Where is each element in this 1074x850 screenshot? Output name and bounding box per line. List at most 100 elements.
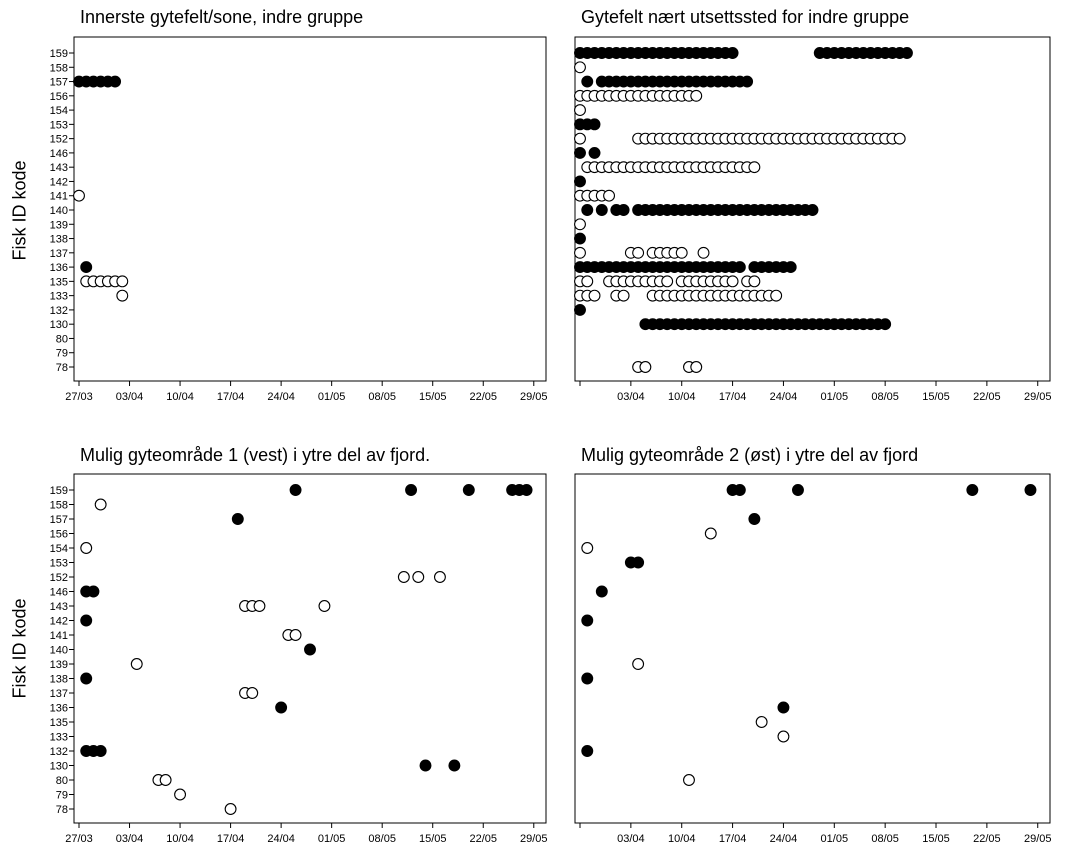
x-tick-label: 10/04	[166, 833, 194, 845]
data-point-filled	[966, 484, 979, 496]
plot-frame	[73, 473, 547, 824]
y-tick-label: 154	[50, 543, 68, 555]
y-tick-label: 138	[50, 234, 68, 246]
y-tick-label: 157	[50, 514, 68, 526]
data-point-open	[574, 104, 586, 117]
data-point-filled	[879, 318, 892, 331]
data-point-filled	[792, 484, 804, 496]
y-tick-label: 137	[50, 688, 68, 700]
y-tick-label: 159	[50, 48, 68, 60]
x-tick-label: 22/05	[469, 833, 497, 845]
x-tick-label: 15/05	[419, 391, 447, 403]
data-point-filled	[462, 484, 475, 496]
data-point-open	[617, 289, 630, 302]
data-point-filled	[617, 204, 630, 216]
y-tick-label: 153	[50, 119, 68, 131]
data-point-open	[704, 527, 717, 540]
y-tick-label: 78	[56, 804, 68, 816]
data-point-filled	[448, 759, 461, 772]
y-tick-label: 158	[50, 62, 68, 74]
y-tick-label: 158	[50, 500, 68, 512]
data-point-open	[690, 361, 703, 373]
x-tick-label: 03/04	[116, 391, 144, 403]
data-point-open	[159, 774, 172, 786]
data-point-open	[748, 161, 761, 174]
data-point-open	[748, 275, 761, 288]
data-point-filled	[748, 513, 761, 525]
y-tick-label: 136	[50, 703, 68, 715]
y-tick-label: 133	[50, 732, 68, 744]
y-tick-label: 141	[50, 191, 68, 203]
x-tick-label: 01/05	[821, 833, 849, 845]
data-point-filled	[588, 146, 601, 159]
data-point-filled	[87, 585, 100, 598]
x-tick-label: 17/04	[217, 391, 245, 403]
data-point-open	[683, 774, 695, 786]
x-tick-label: 03/04	[617, 833, 645, 845]
y-tick-label: 135	[50, 717, 68, 729]
plot-frame	[574, 473, 1051, 824]
x-tick-label: 15/05	[419, 833, 447, 845]
y-tick-label: 78	[56, 362, 68, 374]
y-tick-label: 139	[50, 659, 68, 671]
data-point-open	[632, 246, 645, 259]
data-point-open	[726, 275, 739, 288]
x-tick-label: 17/04	[217, 833, 245, 845]
x-tick-label: 10/04	[166, 391, 194, 403]
data-point-open	[80, 542, 93, 554]
y-tick-label: 152	[50, 572, 68, 584]
y-tick-label: 138	[50, 674, 68, 686]
y-tick-label: 140	[50, 205, 68, 217]
data-point-filled	[581, 614, 594, 627]
y-tick-label: 142	[50, 616, 68, 628]
x-tick-label: 22/05	[469, 391, 497, 403]
y-tick-label: 142	[50, 176, 68, 188]
x-tick-label: 22/05	[973, 833, 1001, 845]
data-point-open	[588, 289, 601, 302]
data-point-open	[639, 361, 652, 373]
data-point-open	[412, 571, 425, 583]
data-point-filled	[275, 701, 288, 714]
x-tick-label: 27/03	[65, 391, 93, 403]
data-point-open	[574, 132, 586, 145]
data-point-open	[581, 275, 594, 288]
data-point-open	[574, 246, 586, 259]
data-point-filled	[574, 303, 586, 316]
data-point-filled	[588, 118, 601, 131]
x-tick-label: 29/05	[520, 391, 548, 403]
data-point-filled	[80, 672, 93, 685]
x-tick-label: 24/04	[770, 391, 798, 403]
data-point-open	[94, 498, 107, 511]
y-tick-label: 159	[50, 485, 68, 497]
x-tick-label: 01/05	[318, 833, 346, 845]
data-point-filled	[94, 745, 107, 757]
data-point-open	[397, 571, 410, 583]
x-tick-label: 03/04	[116, 833, 144, 845]
y-tick-label: 80	[56, 775, 68, 787]
y-tick-label: 146	[50, 587, 68, 599]
data-point-filled	[900, 47, 913, 59]
data-point-open	[755, 716, 768, 728]
x-tick-label: 15/05	[922, 391, 950, 403]
data-point-open	[253, 600, 266, 612]
data-point-filled	[581, 672, 594, 685]
y-tick-label: 79	[56, 348, 68, 360]
x-tick-label: 10/04	[668, 833, 696, 845]
data-point-open	[116, 275, 129, 288]
data-point-open	[433, 571, 446, 583]
x-tick-label: 08/05	[368, 833, 396, 845]
data-point-filled	[806, 204, 819, 216]
y-tick-label: 79	[56, 790, 68, 802]
x-tick-label: 17/04	[719, 391, 747, 403]
y-tick-label: 157	[50, 77, 68, 89]
data-point-filled	[520, 484, 533, 496]
x-tick-label: 24/04	[770, 833, 798, 845]
data-point-filled	[581, 204, 594, 216]
panel-title: Gytefelt nært utsettssted for indre grup…	[581, 7, 910, 27]
x-tick-label: 27/03	[65, 833, 93, 845]
y-tick-label: 130	[50, 319, 68, 331]
panel-title: Innerste gytefelt/sone, indre gruppe	[80, 7, 364, 27]
data-point-filled	[595, 204, 608, 216]
y-tick-label: 140	[50, 645, 68, 657]
y-tick-label: 137	[50, 248, 68, 260]
